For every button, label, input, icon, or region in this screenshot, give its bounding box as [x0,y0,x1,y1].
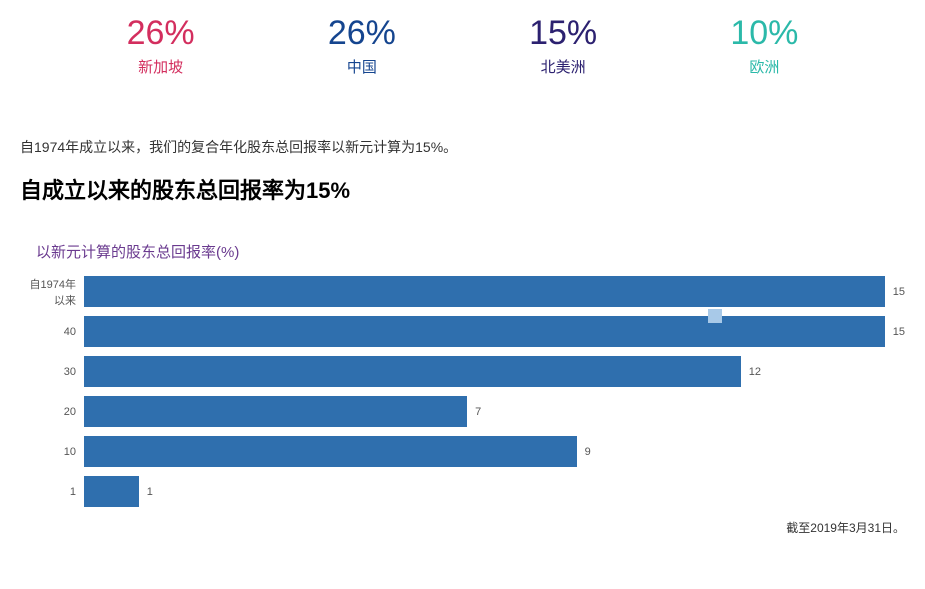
stat-value: 15% [529,15,597,52]
bar-row: 20 7 [20,396,905,427]
bar-track: 1 [84,476,905,507]
stat-china: 26% 中国 [328,15,396,77]
stat-value: 26% [127,15,195,52]
stat-label: 欧洲 [730,56,798,77]
bar-track: 15 [84,316,905,347]
bar-fill [84,436,577,467]
bar-fill [84,276,885,307]
bar-track: 7 [84,396,905,427]
bar-ylabel: 30 [20,356,84,387]
bar-ylabel: 40 [20,316,84,347]
bar-fill [84,396,467,427]
bars-container: 自1974年以来 15 40 15 30 12 20 [20,276,905,507]
stat-value: 10% [730,15,798,52]
chart-footnote: 截至2019年3月31日。 [0,519,905,536]
bar-ylabel: 20 [20,396,84,427]
bar-fill [84,316,885,347]
bar-value: 15 [893,276,905,307]
bar-value: 1 [147,476,153,507]
bar-value: 7 [475,396,481,427]
section-heading: 自成立以来的股东总回报率为15% [20,173,925,205]
bar-ylabel: 1 [20,476,84,507]
bar-value: 9 [585,436,591,467]
stat-north-america: 15% 北美洲 [529,15,597,77]
stat-europe: 10% 欧洲 [730,15,798,77]
bar-value: 15 [893,316,905,347]
bar-track: 9 [84,436,905,467]
bar-ylabel: 自1974年以来 [20,276,84,307]
stat-singapore: 26% 新加坡 [127,15,195,77]
bar-row: 40 15 [20,316,905,347]
bar-ylabel: 10 [20,436,84,467]
stat-label: 中国 [328,56,396,77]
stat-label: 新加坡 [127,56,195,77]
bar-value: 12 [749,356,761,387]
bar-track: 15 [84,276,905,307]
bar-fill [84,476,139,507]
tsr-chart: 以新元计算的股东总回报率(%) 自1974年以来 15 40 15 30 12 [20,241,905,507]
stat-value: 26% [328,15,396,52]
bar-row: 30 12 [20,356,905,387]
highlight-marker [708,309,722,323]
bar-row: 10 9 [20,436,905,467]
bar-fill [84,356,741,387]
chart-title: 以新元计算的股东总回报率(%) [36,241,905,262]
intro-text: 自1974年成立以来，我们的复合年化股东总回报率以新元计算为15%。 [20,137,925,157]
bar-row: 自1974年以来 15 [20,276,905,307]
stats-row: 26% 新加坡 26% 中国 15% 北美洲 10% 欧洲 [0,0,925,77]
bar-row: 1 1 [20,476,905,507]
stat-label: 北美洲 [529,56,597,77]
bar-track: 12 [84,356,905,387]
